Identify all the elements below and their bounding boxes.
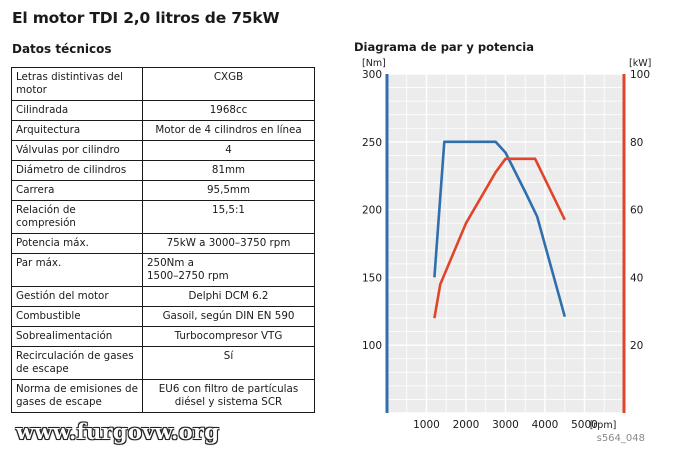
chart-title: Diagrama de par y potencia [354, 40, 534, 54]
spec-value: CXGB [142, 67, 315, 101]
y-left-tick-label: 100 [362, 340, 382, 352]
spec-row: Par máx. 250Nm a 1500–2750 rpm [11, 253, 315, 287]
spec-label: Combustible [11, 306, 143, 327]
y-right-axis-unit: [kW] [629, 58, 651, 69]
spec-row: Sobrealimentación Turbocompresor VTG [11, 326, 315, 347]
spec-label: Par máx. [11, 253, 143, 287]
x-tick-label: 3000 [492, 419, 519, 431]
series-layer [433, 140, 567, 319]
spec-row: Potencia máx. 75kW a 3000–3750 rpm [11, 233, 315, 254]
y-left-tick-label: 300 [362, 69, 382, 81]
x-tick-label: 2000 [453, 419, 480, 431]
x-tick-label: 4000 [532, 419, 559, 431]
x-axis-unit: [rpm] [590, 420, 617, 431]
y-left-axis-unit: [Nm] [362, 58, 386, 69]
y-right-tick-label: 60 [630, 205, 643, 217]
y-left-tick-label: 250 [362, 137, 382, 149]
spec-row: Letras distintivas del motor CXGB [11, 67, 315, 101]
spec-row: Gestión del motor Delphi DCM 6.2 [11, 286, 315, 307]
spec-table: Letras distintivas del motor CXGB Cilindra… [11, 67, 315, 413]
spec-value: 1968cc [142, 100, 315, 121]
spec-label: Recirculación de gases de escape [11, 346, 143, 380]
y-right-tick-label: 40 [630, 272, 643, 284]
y-right-tick-label: 100 [630, 69, 650, 81]
torque-curve [433, 140, 567, 318]
spec-value: 75kW a 3000–3750 rpm [142, 233, 315, 254]
spec-row: Arquitectura Motor de 4 cilindros en líne… [11, 120, 315, 141]
spec-value: Gasoil, según DIN EN 590 [142, 306, 315, 327]
y-right-tick-label: 20 [630, 340, 643, 352]
y-left-tick-label: 200 [362, 205, 382, 217]
spec-value: Motor de 4 cilindros en línea [142, 120, 315, 141]
spec-label: Letras distintivas del motor [11, 67, 143, 101]
x-tick-label: 1000 [413, 419, 440, 431]
spec-label: Válvulas por cilindro [11, 140, 143, 161]
power-curve [433, 157, 566, 319]
spec-value: EU6 con filtro de partículas diésel y si… [142, 379, 315, 413]
watermark-text: www.furgovw.org [16, 419, 220, 444]
spec-row: Válvulas por cilindro 4 [11, 140, 315, 161]
axes: 100 150 200 250 300 20 40 60 80 100 1000 2000 3000 40… [362, 58, 651, 431]
x-tick-label: 5000 [571, 419, 598, 431]
spec-label: Carrera [11, 180, 143, 201]
spec-label: Diámetro de cilindros [11, 160, 143, 181]
y-left-tick-label: 150 [362, 272, 382, 284]
figure-code: s564_048 [597, 433, 645, 444]
spec-label: Norma de emisiones de gases de escape [11, 379, 143, 413]
y-right-tick-label: 80 [630, 137, 643, 149]
section-title: Datos técnicos [12, 42, 112, 56]
spec-row: Recirculación de gases de escape Sí [11, 346, 315, 380]
spec-row: Combustible Gasoil, según DIN EN 590 [11, 306, 315, 327]
page-title: El motor TDI 2,0 litros de 75kW [12, 9, 280, 27]
spec-row: Cilindrada 1968cc [11, 100, 315, 121]
spec-row: Norma de emisiones de gases de escape EU6… [11, 379, 315, 413]
